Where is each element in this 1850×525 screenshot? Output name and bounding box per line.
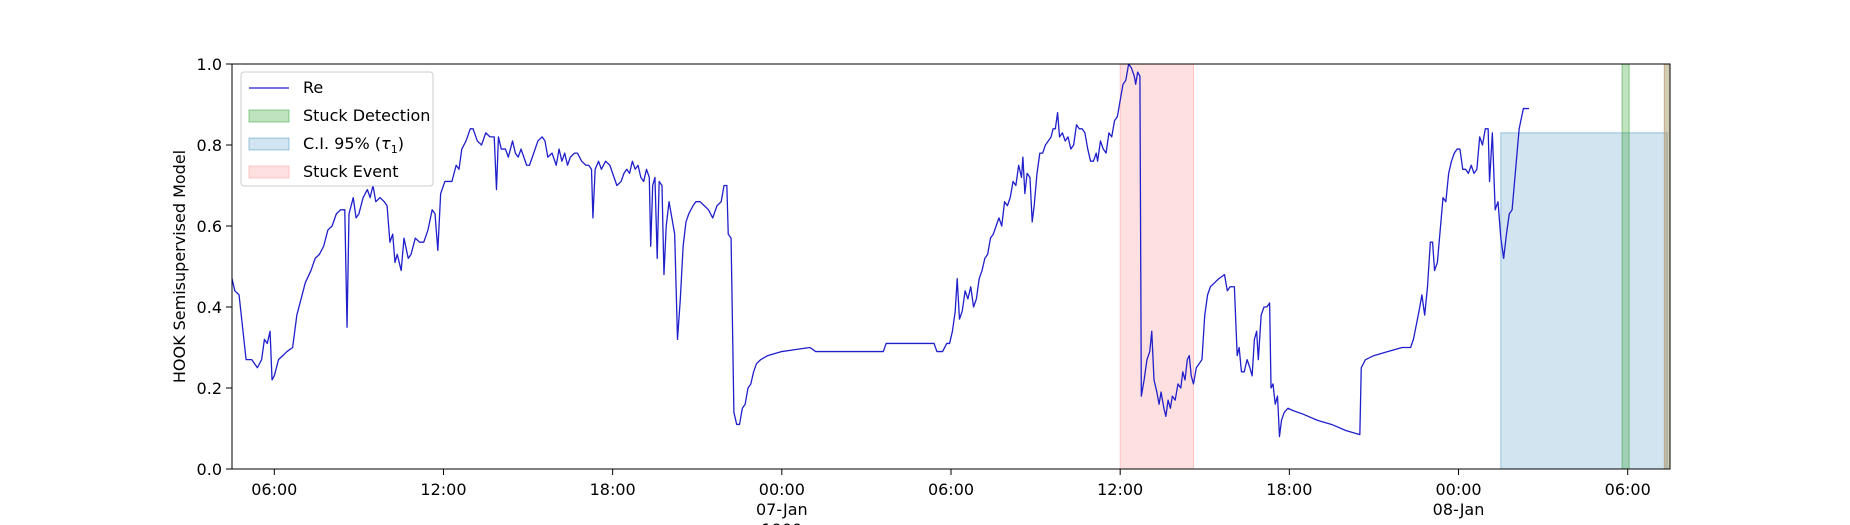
y-tick-label: 0.0: [197, 460, 222, 479]
x-tick-label: 12:00: [420, 480, 466, 499]
x-tick-label: 18:00: [590, 480, 636, 499]
y-axis-title: HOOK Semisupervised Model: [170, 150, 189, 383]
y-tick-label: 0.8: [197, 136, 222, 155]
regions-layer: [1119, 63, 1671, 470]
legend-label-c-i-95: C.I. 95% (τ1): [303, 134, 404, 156]
x-tick-label: 00:00: [1435, 480, 1481, 499]
x-tick-label: 06:00: [928, 480, 974, 499]
region-stuck-detection: [1621, 63, 1630, 470]
x-tick-label: 12:00: [1097, 480, 1143, 499]
region-stuck-event: [1119, 63, 1194, 470]
y-axis: 0.0 0.2 0.4 0.6 0.8 1.0: [197, 55, 232, 479]
legend-swatch-c-i-95: [248, 137, 290, 151]
legend-label-stuck-event: Stuck Event: [303, 162, 399, 181]
y-tick-label: 1.0: [197, 55, 222, 74]
legend-label-re: Re: [303, 78, 323, 97]
legend-label-stuck-detection: Stuck Detection: [303, 106, 430, 125]
x-tick-sublabel: 1900: [761, 520, 802, 525]
x-tick-label: 06:00: [1605, 480, 1651, 499]
x-tick-sublabel: 08-Jan: [1433, 500, 1485, 519]
x-tick-label: 00:00: [759, 480, 805, 499]
y-tick-label: 0.2: [197, 379, 222, 398]
x-tick-label: 18:00: [1266, 480, 1312, 499]
y-tick-label: 0.6: [197, 217, 222, 236]
legend: Re Stuck Detection C.I. 95% (τ1) Stuck Even…: [240, 71, 434, 187]
x-axis: 06:0012:0018:0000:0007-Jan190006:0012:00…: [251, 469, 1651, 525]
legend-swatch-stuck-detection: [248, 109, 290, 123]
legend-swatch-stuck-event: [248, 165, 290, 179]
series-layer: [231, 63, 1530, 438]
x-tick-sublabel: 07-Jan: [756, 500, 808, 519]
plot-frame: [231, 63, 1671, 470]
region-c-i-95-: [1500, 132, 1668, 470]
series-line-re: [231, 63, 1530, 438]
y-tick-label: 0.4: [197, 298, 222, 317]
region-stuck-event: [1663, 63, 1671, 470]
x-tick-label: 06:00: [251, 480, 297, 499]
legend-box: [240, 71, 434, 187]
